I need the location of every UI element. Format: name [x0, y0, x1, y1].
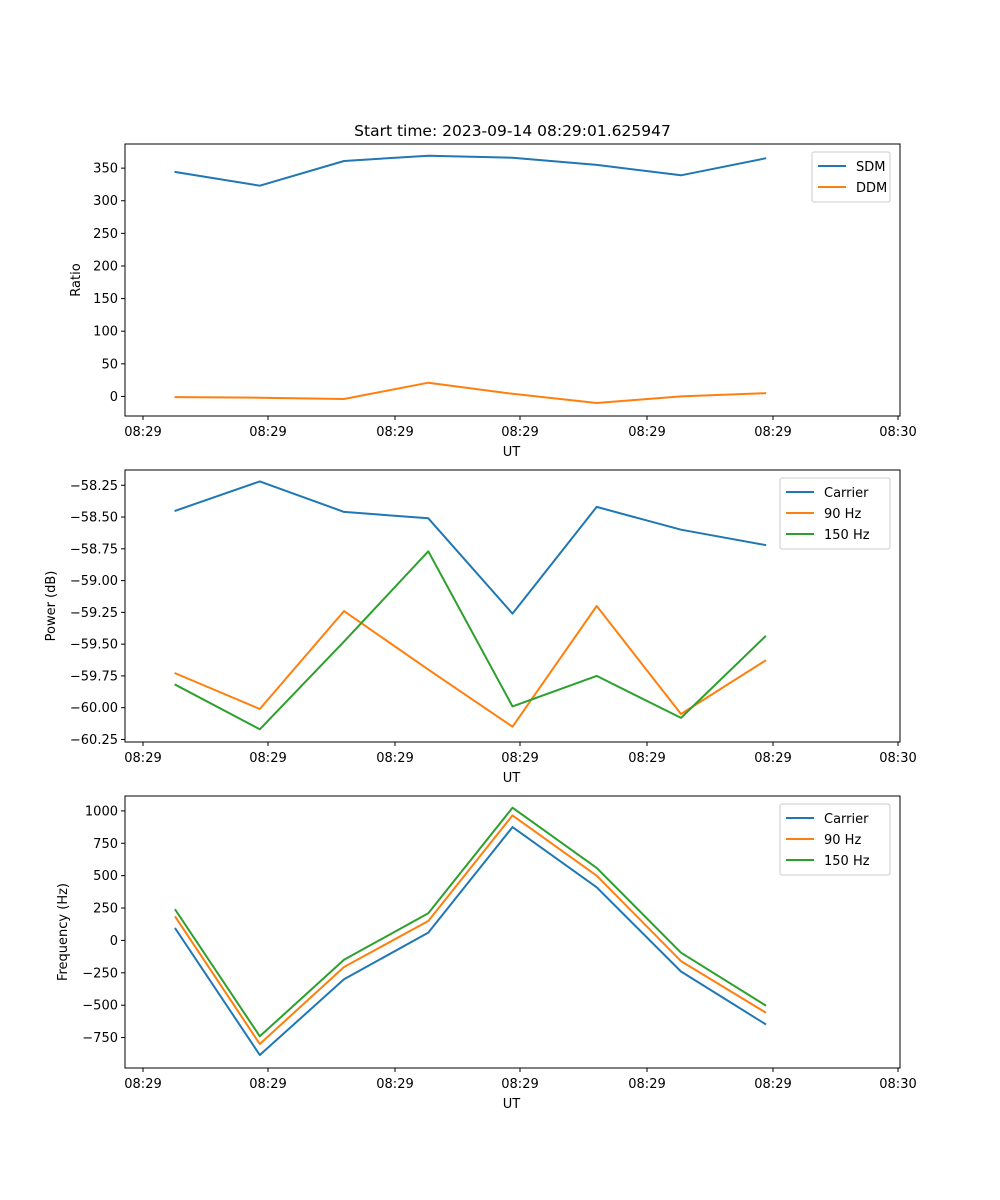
legend-label: 90 Hz: [824, 833, 861, 848]
legend-box: [779, 803, 891, 876]
plot-frame: [124, 143, 901, 417]
y-tick-label: −58.25: [70, 479, 118, 494]
y-tick-label: −58.75: [70, 542, 118, 557]
x-tick-label: 08:30: [879, 751, 916, 766]
y-tick-label: −60.00: [70, 701, 118, 716]
x-tick-label: 08:30: [879, 425, 916, 440]
y-tick-label: −59.75: [70, 669, 118, 684]
x-tick-label: 08:29: [124, 1077, 161, 1092]
x-tick-label: 08:29: [754, 1077, 791, 1092]
chart-1: 0 50 100 150 200 250 300 350 08:29 08:29 08:29 08:2…: [69, 122, 917, 460]
legend-label: 90 Hz: [824, 507, 861, 522]
y-tick-label: 500: [93, 869, 118, 884]
chart-title: Start time: 2023-09-14 08:29:01.625947: [354, 122, 671, 140]
y-axis-label: Ratio: [69, 263, 84, 296]
y-tick-label: −250: [82, 966, 118, 981]
x-tick-label: 08:29: [249, 1077, 286, 1092]
x-tick-label: 08:29: [376, 425, 413, 440]
series-line-ddm: [174, 381, 767, 404]
y-tick-label: −60.25: [70, 733, 118, 748]
legend: SDM DDM: [811, 151, 891, 203]
y-tick-label: 350: [93, 162, 118, 177]
series-line-150-hz: [174, 550, 767, 731]
legend-label: SDM: [856, 160, 885, 175]
y-tick-label: −59.00: [70, 574, 118, 589]
series-line-carrier: [174, 480, 767, 615]
y-tick-label: 0: [110, 934, 118, 949]
y-tick-label: 1000: [85, 804, 118, 819]
x-tick-label: 08:29: [754, 751, 791, 766]
x-tick-label: 08:29: [628, 751, 665, 766]
y-tick-label: 200: [93, 259, 118, 274]
legend-box: [811, 151, 891, 203]
x-axis-label: UT: [503, 771, 521, 786]
y-tick-label: 750: [93, 837, 118, 852]
y-tick-label: −59.50: [70, 638, 118, 653]
plot-frame: [124, 469, 901, 743]
y-tick-label: 300: [93, 194, 118, 209]
x-tick-label: 08:29: [628, 1077, 665, 1092]
x-tick-label: 08:29: [501, 425, 538, 440]
series-line-90-hz: [174, 605, 767, 728]
y-tick-label: −58.50: [70, 511, 118, 526]
y-tick-label: 250: [93, 902, 118, 917]
series-line-sdm: [174, 154, 767, 187]
y-tick-label: −500: [82, 999, 118, 1014]
x-tick-label: 08:29: [249, 751, 286, 766]
x-tick-label: 08:29: [376, 1077, 413, 1092]
legend: Carrier 90 Hz 150 Hz: [779, 477, 891, 550]
chart-3: −750 −500 −250 0 250 500 750 1000 08:29 08:29 08:2…: [56, 795, 917, 1112]
y-tick-label: 0: [110, 390, 118, 405]
legend-label: Carrier: [824, 486, 869, 501]
x-tick-label: 08:29: [376, 751, 413, 766]
y-tick-label: 100: [93, 325, 118, 340]
x-axis-label: UT: [503, 445, 521, 460]
legend-box: [779, 477, 891, 550]
legend-label: Carrier: [824, 812, 869, 827]
x-tick-label: 08:29: [754, 425, 791, 440]
plot-frame: [124, 795, 901, 1069]
series-line-90-hz: [174, 814, 767, 1045]
x-tick-label: 08:30: [879, 1077, 916, 1092]
series-line-carrier: [174, 826, 767, 1056]
y-tick-label: 150: [93, 292, 118, 307]
x-tick-label: 08:29: [501, 1077, 538, 1092]
y-tick-label: 50: [101, 357, 118, 372]
series-line-150-hz: [174, 806, 767, 1038]
x-axis-label: UT: [503, 1097, 521, 1112]
y-axis-label: Power (dB): [44, 571, 59, 642]
x-tick-label: 08:29: [501, 751, 538, 766]
x-tick-label: 08:29: [249, 425, 286, 440]
x-tick-label: 08:29: [124, 425, 161, 440]
legend-label: 150 Hz: [824, 528, 870, 543]
y-tick-label: 250: [93, 227, 118, 242]
legend-label: DDM: [856, 181, 887, 196]
x-tick-label: 08:29: [628, 425, 665, 440]
y-tick-label: −59.25: [70, 606, 118, 621]
chart-2: −60.25 −60.00 −59.75 −59.50 −59.25 −59.00 −58.…: [44, 469, 917, 786]
x-tick-label: 08:29: [124, 751, 161, 766]
y-axis-label: Frequency (Hz): [56, 883, 71, 981]
legend: Carrier 90 Hz 150 Hz: [779, 803, 891, 876]
legend-label: 150 Hz: [824, 854, 870, 869]
y-tick-label: −750: [82, 1031, 118, 1046]
